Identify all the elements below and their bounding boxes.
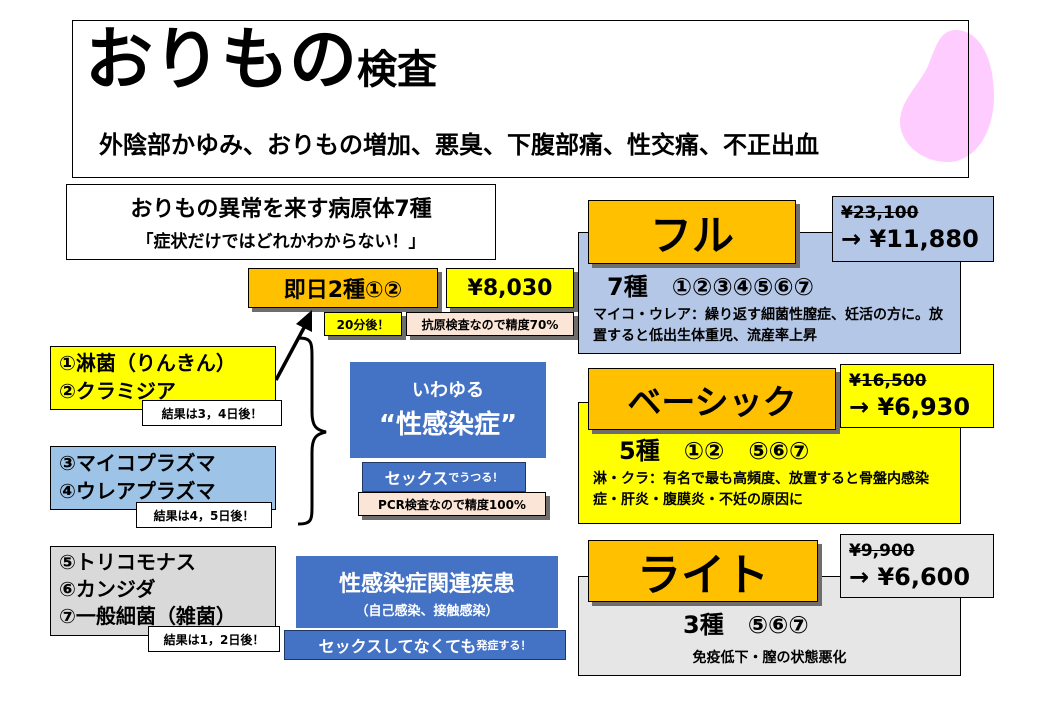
basic-plan-old-price: ¥16,500 [849,371,927,391]
full-plan-price-box: ¥23,100 → ¥11,880 [832,196,994,262]
std-sex-small: でうつる！ [448,471,504,484]
pathogens-box: おりもの異常を来す病原体7種 「症状だけではどれかわからない！」 [66,184,496,260]
pink-blob-decoration [900,30,994,162]
related-note-small: 発症する！ [476,639,532,652]
group-3-line-2: ⑥カンジダ [59,577,156,601]
header-box: おりもの検査 外陰部かゆみ、おりもの増加、悪臭、下腹部痛、性交痛、不正出血 [72,20,969,178]
light-plan-description: 免疫低下・膣の状態悪化 [692,650,847,666]
basic-plan-price-box: ¥16,500 → ¥6,930 [840,364,994,428]
same-day-label: 即日2種①② [248,268,438,308]
related-note-main: セックスしてなくても [318,637,477,656]
brace-icon [297,336,327,526]
basic-plan-name: ベーシック [588,368,836,430]
related-title: 性感染症関連疾患 [338,572,515,597]
std-sex-main: セックス [384,469,449,488]
page-title-main: おりもの [85,21,358,100]
group-1-line-2: ②クラミジア [59,379,176,403]
group-3-line-3: ⑦一般細菌（雑菌） [59,604,236,628]
arrowhead-icon [296,310,312,332]
full-plan-count: 7種 ①②③④⑤⑥⑦ [607,273,814,301]
pathogens-subtitle: 「症状だけではどれかわからない！」 [136,232,426,252]
full-plan-old-price: ¥23,100 [841,203,919,223]
same-day-accuracy-note: 抗原検査なので精度70% [406,312,574,336]
group-2-line-2: ④ウレアプラズマ [59,479,216,503]
std-line-2: “性感染症” [378,410,518,440]
group-1-result: 結果は3，4日後！ [142,400,282,426]
group-1-box: ①淋菌（りんきん） ②クラミジア [50,346,276,410]
light-plan-price-box: ¥9,900 → ¥6,600 [840,534,994,598]
group-2-box: ③マイコプラズマ ④ウレアプラズマ [50,446,276,510]
full-plan-new-price: → ¥11,880 [841,225,979,253]
related-note: セックスしてなくても 発症する！ [284,630,566,660]
std-line-1: いわゆる [412,380,484,401]
basic-plan-count: 5種 ①② ⑤⑥⑦ [619,437,810,465]
symptoms-text: 外陰部かゆみ、おりもの増加、悪臭、下腹部痛、性交痛、不正出血 [99,131,819,159]
std-box: いわゆる “性感染症” [350,362,546,458]
full-plan-name: フル [588,200,796,264]
page-title-sub: 検査 [357,47,438,93]
std-pcr-note: PCR検査なので精度100% [358,492,546,516]
group-1-line-1: ①淋菌（りんきん） [59,351,236,375]
pathogens-title: おりもの異常を来す病原体7種 [130,197,432,222]
group-3-box: ⑤トリコモナス ⑥カンジダ ⑦一般細菌（雑菌） [50,546,276,636]
light-plan-new-price: → ¥6,600 [849,563,971,591]
related-diseases-box: 性感染症関連疾患 （自己感染、接触感染） [296,556,558,628]
light-plan-old-price: ¥9,900 [849,541,915,561]
arrow-line-icon [274,323,308,381]
same-day-price: ¥8,030 [446,268,574,308]
basic-plan-new-price: → ¥6,930 [849,393,971,421]
std-transmission-note: セックス でうつる！ [362,462,526,492]
group-3-result: 結果は1，2日後！ [148,626,280,652]
full-plan-description: マイコ・ウレア：繰り返す細菌性膣症、妊活の方に。放置すると低出生体重児、流産率上… [593,307,943,344]
arrow-and-brace [274,310,327,526]
related-sub: （自己感染、接触感染） [355,604,499,619]
group-3-line-1: ⑤トリコモナス [59,550,196,574]
basic-plan-description: 淋・クラ：有名で最も高頻度、放置すると骨盤内感染症・肝炎・腹膜炎・不妊の原因に [593,471,929,508]
light-plan-name: ライト [588,540,818,602]
light-plan-count: 3種 ⑤⑥⑦ [683,611,809,639]
group-2-result: 結果は4，5日後！ [136,502,272,528]
group-2-line-1: ③マイコプラズマ [59,451,216,475]
same-day-time-note: 20分後！ [324,312,402,336]
